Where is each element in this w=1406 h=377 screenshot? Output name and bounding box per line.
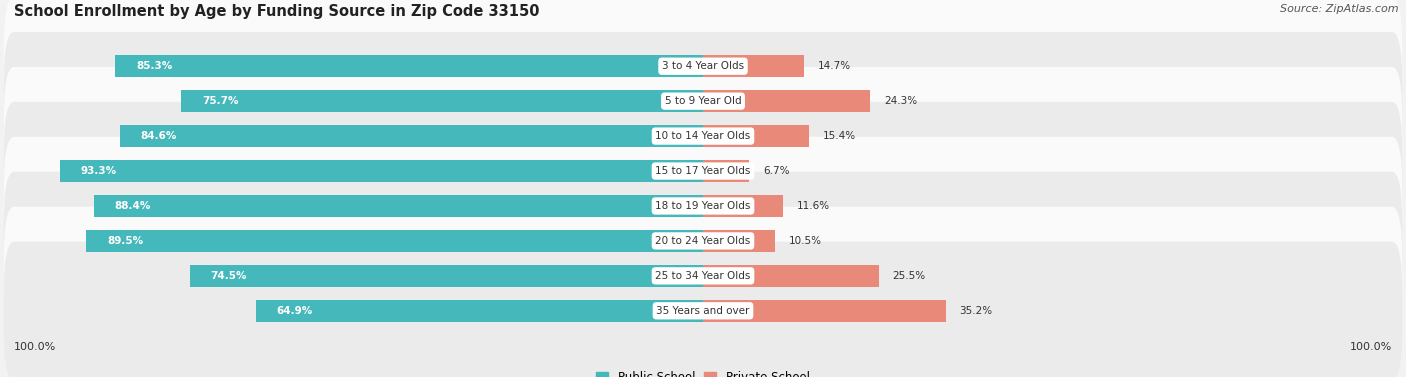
Bar [190,265,703,287]
Text: 35 Years and over: 35 Years and over [657,306,749,316]
Text: 6.7%: 6.7% [763,166,789,176]
Bar [86,230,703,252]
Text: 3 to 4 Year Olds: 3 to 4 Year Olds [662,61,744,71]
Text: 10.5%: 10.5% [789,236,823,246]
FancyBboxPatch shape [4,242,1402,377]
Text: 18 to 19 Year Olds: 18 to 19 Year Olds [655,201,751,211]
Bar [703,55,804,77]
Text: School Enrollment by Age by Funding Source in Zip Code 33150: School Enrollment by Age by Funding Sour… [14,4,540,19]
Text: 85.3%: 85.3% [136,61,173,71]
FancyBboxPatch shape [4,0,1402,135]
FancyBboxPatch shape [4,32,1402,170]
Bar [703,90,870,112]
Text: 20 to 24 Year Olds: 20 to 24 Year Olds [655,236,751,246]
Bar [703,160,749,182]
Bar [60,160,703,182]
Text: 93.3%: 93.3% [82,166,117,176]
Bar [703,300,945,322]
Text: 75.7%: 75.7% [202,96,239,106]
Bar [703,230,775,252]
Text: 10 to 14 Year Olds: 10 to 14 Year Olds [655,131,751,141]
Bar [181,90,703,112]
Bar [703,195,783,217]
Text: 100.0%: 100.0% [14,342,56,352]
Legend: Public School, Private School: Public School, Private School [592,366,814,377]
FancyBboxPatch shape [4,137,1402,275]
Text: 11.6%: 11.6% [797,201,830,211]
Text: 88.4%: 88.4% [115,201,150,211]
Text: 14.7%: 14.7% [818,61,851,71]
Text: Source: ZipAtlas.com: Source: ZipAtlas.com [1281,4,1399,14]
Bar [256,300,703,322]
Bar [703,265,879,287]
Text: 25 to 34 Year Olds: 25 to 34 Year Olds [655,271,751,281]
Text: 15 to 17 Year Olds: 15 to 17 Year Olds [655,166,751,176]
Bar [94,195,703,217]
FancyBboxPatch shape [4,67,1402,205]
Text: 35.2%: 35.2% [959,306,993,316]
FancyBboxPatch shape [4,102,1402,240]
Text: 5 to 9 Year Old: 5 to 9 Year Old [665,96,741,106]
Text: 74.5%: 74.5% [211,271,247,281]
Text: 64.9%: 64.9% [277,306,312,316]
Text: 24.3%: 24.3% [884,96,917,106]
Text: 100.0%: 100.0% [1350,342,1392,352]
Text: 84.6%: 84.6% [141,131,177,141]
Text: 89.5%: 89.5% [107,236,143,246]
Bar [120,125,703,147]
Text: 15.4%: 15.4% [823,131,856,141]
FancyBboxPatch shape [4,207,1402,345]
FancyBboxPatch shape [4,172,1402,310]
Bar [115,55,703,77]
Text: 25.5%: 25.5% [893,271,925,281]
Bar [703,125,808,147]
